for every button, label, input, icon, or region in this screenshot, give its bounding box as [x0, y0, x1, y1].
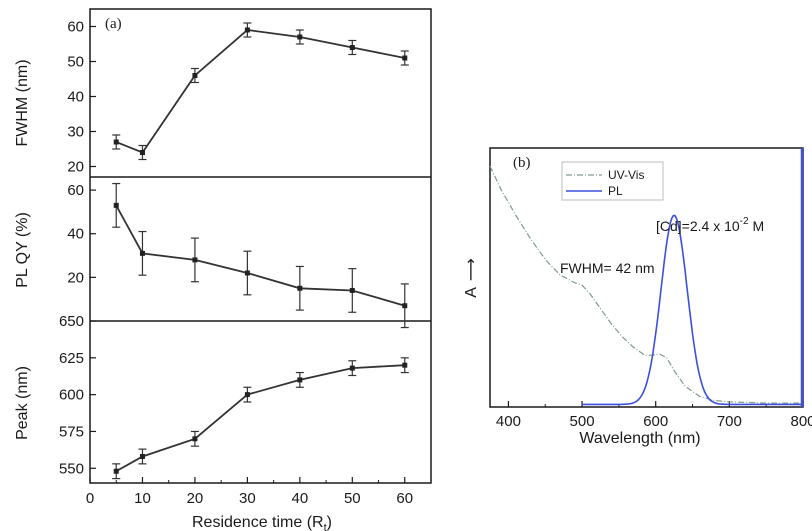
panel-a: (a) 20 30 40 50 60 FWHM (nm) 20 40 60 PL QY (%) 55…: [14, 9, 431, 531]
subplot-2-ylabel: PL QY (%): [14, 212, 31, 288]
x-tick-label: 700: [717, 413, 742, 430]
data-point: [245, 392, 250, 397]
subplot-1: 20 30 40 50 60 FWHM (nm): [14, 19, 409, 176]
y-tick-label: 60: [67, 182, 84, 199]
x-tick-label: 500: [570, 413, 595, 430]
legend-label-uvvis: UV-Vis: [608, 168, 644, 182]
panel-b: (b) 400 500 600 700 800 UV-Vis PL [Cd]=2.4 x…: [463, 148, 812, 447]
series-line: [116, 365, 405, 471]
panel-b-label: (b): [513, 155, 531, 171]
panel-a-label: (a): [105, 16, 122, 32]
data-point: [192, 73, 197, 78]
series-line: [116, 205, 405, 305]
data-point: [192, 257, 197, 262]
data-point: [297, 377, 302, 382]
x-tick-label: 40: [292, 490, 309, 507]
subplot-3-ylabel: Peak (nm): [14, 366, 31, 440]
subplot-3: 550 575 600 625 650 Peak (nm): [14, 313, 409, 479]
y-tick-label: 50: [67, 54, 84, 71]
x-tick-label: 30: [239, 490, 256, 507]
x-tick-label: 800: [790, 413, 812, 430]
panel-a-frame: [90, 9, 431, 483]
y-tick-label: 20: [67, 269, 84, 286]
data-point: [140, 251, 145, 256]
legend-label-pl: PL: [608, 184, 623, 198]
data-point: [114, 469, 119, 474]
panel-b-xlabel: Wavelength (nm): [579, 430, 700, 447]
data-point: [114, 203, 119, 208]
x-tick-label: 0: [86, 490, 94, 507]
legend: UV-Vis PL: [562, 162, 663, 200]
y-tick-label: 625: [59, 350, 84, 367]
data-point: [350, 45, 355, 50]
y-tick-label: 40: [67, 89, 84, 106]
data-point: [245, 271, 250, 276]
y-tick-label: 575: [59, 423, 84, 440]
x-tick-label: 400: [496, 413, 521, 430]
series-line: [116, 30, 405, 153]
y-tick-label: 550: [59, 460, 84, 477]
panel-b-ylabel: A⟶: [463, 258, 480, 298]
y-tick-label: 40: [67, 226, 84, 243]
data-point: [297, 286, 302, 291]
data-point: [114, 140, 119, 145]
x-tick-label: 60: [396, 490, 413, 507]
subplot-2: 20 40 60 PL QY (%): [14, 182, 409, 327]
subplot-1-ylabel: FWHM (nm): [14, 59, 31, 146]
data-point: [140, 454, 145, 459]
y-tick-label: 650: [59, 313, 84, 330]
data-point: [402, 303, 407, 308]
data-point: [192, 436, 197, 441]
y-tick-label: 20: [67, 159, 84, 176]
x-tick-label: 10: [134, 490, 151, 507]
x-tick-label: 20: [187, 490, 204, 507]
series-uvvis: [490, 166, 803, 403]
data-point: [350, 288, 355, 293]
data-point: [297, 35, 302, 40]
data-point: [140, 150, 145, 155]
data-point: [402, 56, 407, 61]
y-tick-label: 60: [67, 19, 84, 36]
x-tick-label: 50: [344, 490, 361, 507]
data-point: [350, 366, 355, 371]
annotation-fwhm: FWHM= 42 nm: [560, 260, 655, 276]
panel-a-xlabel: Residence time (Rt): [192, 514, 332, 531]
annotation-concentration: [Cd]=2.4 x 10-2 M: [656, 216, 764, 234]
series-pl: [582, 216, 803, 405]
data-point: [402, 363, 407, 368]
y-tick-label: 600: [59, 387, 84, 404]
x-tick-label: 600: [643, 413, 668, 430]
data-point: [245, 28, 250, 33]
y-tick-label: 30: [67, 124, 84, 141]
